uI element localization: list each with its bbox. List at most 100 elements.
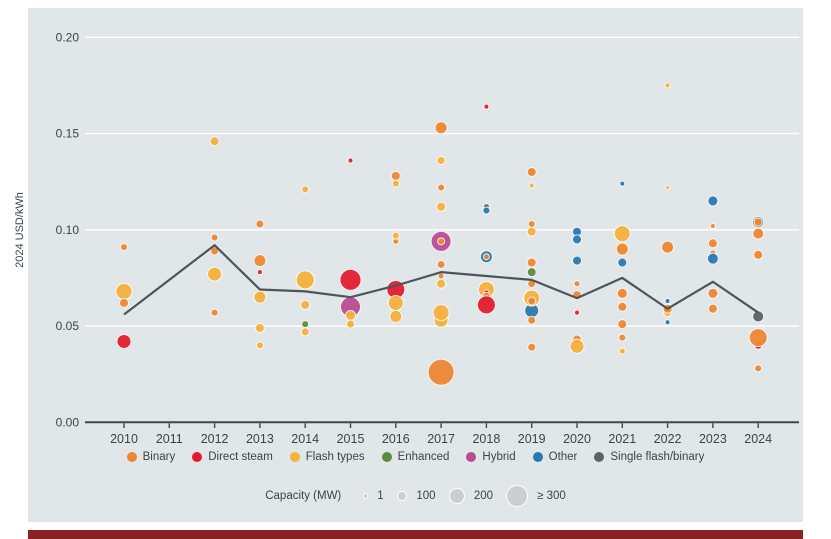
x-tick-label: 2018 — [472, 432, 500, 446]
other-legend-dot-icon — [532, 452, 543, 462]
binary-legend-dot-icon — [126, 452, 137, 462]
x-tick-label: 2016 — [382, 432, 410, 446]
y-axis-title: 2024 USD/kWh — [14, 192, 26, 268]
bubble-binary-2021 — [616, 287, 628, 299]
capacity-circle-icon — [363, 493, 369, 499]
bubble-other-2023 — [706, 252, 719, 265]
bubble-enhanced-2014 — [301, 320, 310, 329]
bubble-other-2022 — [664, 298, 671, 305]
bubble-flash-2022 — [664, 82, 671, 89]
bubble-binary-2021 — [615, 242, 629, 256]
bubble-binary-2017 — [437, 183, 446, 192]
legend-item-label: Direct steam — [208, 451, 273, 463]
flash-legend-dot-icon — [289, 452, 300, 462]
x-tick-label: 2010 — [110, 432, 138, 446]
legend-item-label: Enhanced — [397, 451, 450, 463]
bubble-enhanced-2019 — [526, 267, 537, 278]
bubble-flash-2013 — [254, 322, 265, 333]
y-tick-label: 0.20 — [56, 30, 80, 44]
bubble-flash-2017 — [436, 201, 447, 212]
bubble-binary-2017 — [434, 121, 448, 135]
bubble-other-2021 — [617, 257, 628, 268]
capacity-item-label: ≥ 300 — [537, 490, 566, 502]
legend-item-hybrid: Hybrid — [466, 451, 516, 463]
capacity-item-1: 1 — [363, 490, 384, 502]
bubble-flash-2014 — [295, 270, 315, 290]
bubble-flash-2012 — [207, 266, 223, 282]
y-tick-label: 0.00 — [56, 415, 80, 429]
bubble-binary-2017 — [427, 358, 455, 386]
hybrid-legend-dot-icon — [466, 452, 477, 462]
x-tick-label: 2013 — [246, 432, 274, 446]
enhanced-legend-dot-icon — [381, 452, 392, 462]
bubble-binary-2019 — [527, 315, 537, 325]
bubble-flash-2019 — [528, 182, 535, 189]
bubble-binary-2023 — [707, 238, 718, 249]
bubble-binary-2017 — [437, 237, 446, 246]
bubble-direct_steam-2015 — [339, 268, 362, 291]
bubble-flash-2012 — [209, 136, 220, 147]
capacity-legend-title: Capacity (MW) — [265, 490, 342, 502]
capacity-item-200: 200 — [448, 487, 494, 505]
bubble-direct_steam-2018 — [476, 295, 496, 315]
capacity-item-label: 200 — [473, 489, 494, 502]
bubble-flash-2017 — [432, 304, 450, 322]
bubble-flash-2019 — [526, 226, 537, 237]
bubble-binary-2021 — [617, 319, 628, 330]
legend-item-label: Binary — [142, 451, 176, 463]
bubble-binary-2012 — [210, 233, 219, 242]
bubble-binary-2023 — [709, 222, 716, 229]
bubble-binary-2012 — [210, 308, 219, 317]
bubble-flash-2017 — [436, 156, 446, 165]
bubble-direct_steam-2013 — [256, 269, 263, 276]
x-tick-label: 2012 — [201, 432, 229, 446]
bubble-binary-2016 — [390, 170, 401, 181]
bubble-flash-2022 — [665, 184, 671, 190]
bubble-binary-2019 — [527, 342, 537, 352]
legend-item-direct_steam: Direct steam — [192, 451, 273, 463]
direct_steam-legend-dot-icon — [192, 452, 203, 462]
bubble-binary-2024 — [754, 364, 763, 373]
bubble-flash-2015 — [346, 319, 355, 329]
bubble-flash-2020 — [569, 338, 585, 354]
bubble-binary-2024 — [753, 249, 764, 260]
bubble-binary-2021 — [618, 333, 627, 342]
bubble-flash-2014 — [300, 327, 310, 337]
x-tick-label: 2021 — [608, 432, 636, 446]
bubble-binary-2010 — [118, 297, 130, 308]
bubble-flash-2016 — [391, 231, 400, 240]
bubble-binary-2013 — [255, 219, 265, 229]
x-tick-label: 2024 — [744, 432, 772, 446]
capacity-item-100: 100 — [396, 490, 436, 502]
bubble-flash-2014 — [301, 185, 310, 194]
bubble-binary-2012 — [210, 246, 220, 256]
capacity-circle-icon — [506, 485, 529, 507]
bubble-single-2024 — [752, 310, 765, 323]
bubble-binary-2019 — [526, 167, 537, 178]
bubble-binary-2019 — [526, 257, 537, 268]
bubble-other-2022 — [664, 319, 671, 326]
bubble-other-2018 — [482, 206, 491, 215]
bubble-binary-2024 — [753, 217, 763, 227]
bubble-direct_steam-2010 — [116, 333, 132, 349]
legend-item-binary: Binary — [126, 451, 176, 463]
bubble-flash-2010 — [115, 282, 133, 300]
x-tick-label: 2019 — [518, 432, 546, 446]
y-tick-label: 0.05 — [56, 319, 80, 333]
bubble-flash-2014 — [300, 299, 311, 310]
y-tick-label: 0.15 — [56, 127, 80, 141]
bubble-binary-2019 — [527, 220, 536, 229]
type-legend: Binary Direct steam Flash types Enhanced Hyb… — [28, 451, 803, 463]
x-tick-label: 2022 — [654, 432, 682, 446]
bubble-other-2023 — [707, 195, 719, 207]
bubble-flash-2015 — [344, 309, 357, 321]
bubble-binary-2017 — [436, 259, 446, 269]
bubble-binary-2021 — [617, 301, 628, 312]
legend-item-flash: Flash types — [289, 451, 365, 463]
x-tick-label: 2020 — [563, 432, 591, 446]
bubble-flash-2016 — [387, 294, 404, 311]
bubble-binary-2024 — [748, 328, 768, 348]
bubble-binary-2019 — [527, 296, 537, 306]
x-tick-label: 2014 — [291, 432, 319, 446]
